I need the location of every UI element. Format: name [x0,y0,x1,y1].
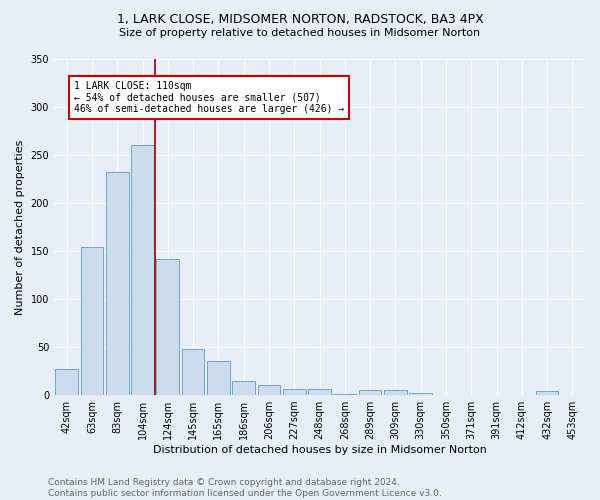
Text: Contains HM Land Registry data © Crown copyright and database right 2024.
Contai: Contains HM Land Registry data © Crown c… [48,478,442,498]
Bar [308,390,331,395]
Text: Size of property relative to detached houses in Midsomer Norton: Size of property relative to detached ho… [119,28,481,38]
Bar [182,349,205,395]
Bar [283,390,305,395]
Bar [409,393,432,395]
Y-axis label: Number of detached properties: Number of detached properties [15,140,25,314]
Bar [80,247,103,395]
Bar [207,362,230,395]
Bar [131,146,154,395]
Bar [536,391,559,395]
Bar [55,369,78,395]
Bar [232,380,255,395]
Text: 1 LARK CLOSE: 110sqm
← 54% of detached houses are smaller (507)
46% of semi-deta: 1 LARK CLOSE: 110sqm ← 54% of detached h… [74,81,344,114]
Bar [334,394,356,395]
Bar [106,172,128,395]
X-axis label: Distribution of detached houses by size in Midsomer Norton: Distribution of detached houses by size … [152,445,487,455]
Bar [359,390,382,395]
Bar [257,386,280,395]
Bar [384,390,407,395]
Bar [157,258,179,395]
Text: 1, LARK CLOSE, MIDSOMER NORTON, RADSTOCK, BA3 4PX: 1, LARK CLOSE, MIDSOMER NORTON, RADSTOCK… [116,12,484,26]
